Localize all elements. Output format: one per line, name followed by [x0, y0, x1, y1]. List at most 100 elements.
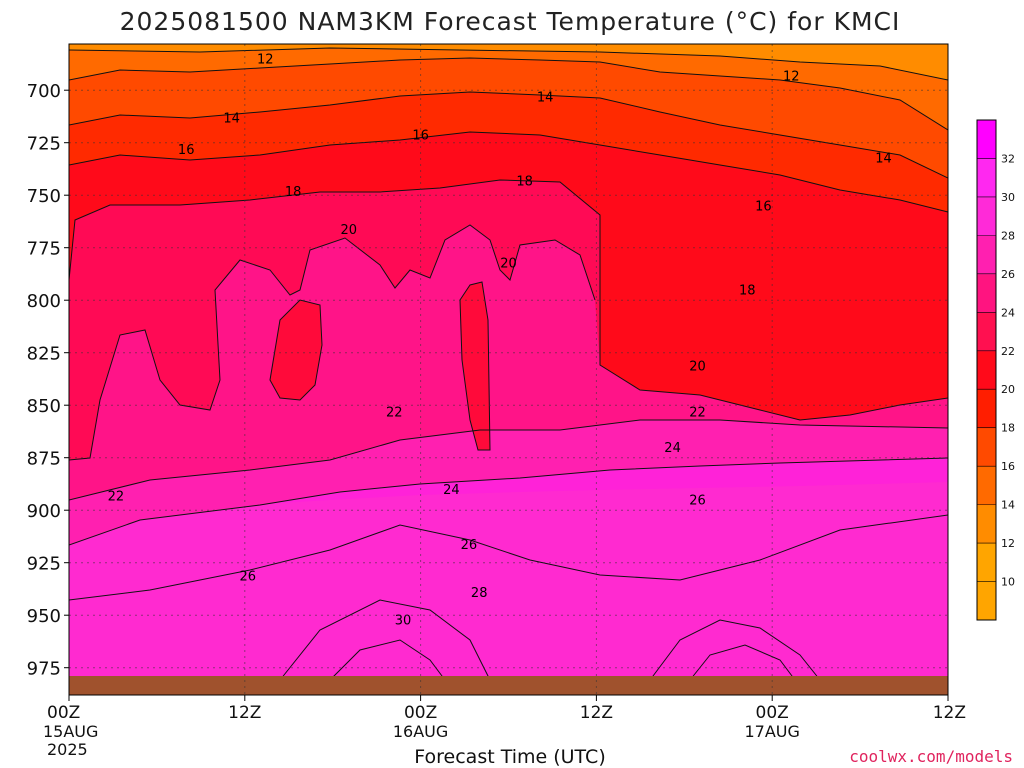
contour-label: 22 [689, 406, 706, 421]
y-tick-label: 975 [27, 659, 61, 680]
x-tick-label: 12Z [933, 703, 966, 723]
y-tick-label: 950 [27, 606, 61, 627]
contour-32b [689, 644, 796, 681]
y-tick-label: 725 [27, 134, 61, 155]
colorbar-tick-label: 32 [1001, 152, 1015, 165]
y-tick-label: 750 [27, 186, 61, 207]
x-date-label: 17AUG [744, 722, 799, 741]
y-tick-label: 875 [27, 449, 61, 470]
band-12-14 [69, 44, 948, 80]
colorbar-tick-label: 30 [1001, 191, 1015, 204]
contour-22-tongue [459, 281, 491, 451]
colorbar-segment [977, 312, 996, 352]
colorbar-segment [977, 273, 996, 313]
contour-18 [69, 131, 948, 213]
colorbar-tick-label: 14 [1001, 499, 1015, 512]
band-16-18 [69, 44, 948, 178]
contour-label: 24 [443, 483, 460, 498]
colorbar-tick-label: 12 [1001, 537, 1015, 550]
x-tick-label: 00Z [404, 703, 437, 723]
contour-lines [69, 47, 948, 681]
x-tick-label: 12Z [580, 703, 613, 723]
contour-16 [69, 91, 948, 179]
contour-label: 18 [285, 185, 302, 200]
contour-label: 14 [223, 112, 240, 127]
colorbar-segment [977, 389, 996, 429]
contour-20 [69, 179, 948, 421]
contour-label: 30 [395, 613, 412, 628]
colorbar-tick-label: 22 [1001, 345, 1015, 358]
colorbar-tick-label: 16 [1001, 460, 1015, 473]
contour-30b [649, 619, 821, 681]
ground-surface [69, 676, 948, 695]
contour-30 [279, 599, 491, 681]
x-year-label: 2025 [47, 740, 88, 759]
contour-label: 20 [689, 359, 706, 374]
x-date-label: 15AUG [43, 722, 98, 741]
y-tick-label: 850 [27, 396, 61, 417]
colorbar-segment [977, 196, 996, 236]
contour-label: 20 [341, 223, 358, 238]
colorbar-frame [976, 119, 997, 621]
contour-label: 18 [516, 175, 533, 190]
contour-14 [69, 57, 948, 131]
contour-label: 12 [783, 70, 800, 85]
contour-label: 20 [500, 256, 517, 271]
contour-label: 14 [537, 91, 554, 106]
y-tick-label: 925 [27, 554, 61, 575]
contour-label: 22 [386, 406, 403, 421]
colorbar-segment [977, 120, 996, 159]
colorbar-segment [977, 543, 996, 583]
contour-label: 26 [689, 494, 706, 509]
plot-frame [68, 43, 949, 696]
contour-label: 14 [875, 151, 892, 166]
x-tick-label: 12Z [228, 703, 261, 723]
colorbar-tick-label: 20 [1001, 383, 1015, 396]
y-tick-label: 700 [27, 81, 61, 102]
contour-label: 16 [755, 200, 772, 215]
x-tick-label: 00Z [756, 703, 789, 723]
contour-label: 16 [178, 143, 195, 158]
chart-title: 2025081500 NAM3KM Forecast Temperature (… [120, 7, 901, 36]
contour-label: 22 [108, 490, 125, 505]
band-cool-pocket-22 [270, 300, 322, 400]
contour-28 [69, 514, 948, 601]
colorbar-tick-label: 18 [1001, 422, 1015, 435]
colorbar-tick-label: 24 [1001, 306, 1015, 319]
credit-text: coolwx.com/models [849, 747, 1013, 766]
colorbar-segment [977, 581, 996, 621]
x-axis-label: Forecast Time (UTC) [414, 746, 605, 768]
contour-label: 26 [461, 538, 478, 553]
contour-label: 28 [471, 586, 488, 601]
colorbar-segment [977, 350, 996, 390]
y-tick-label: 800 [27, 291, 61, 312]
x-date-label: 16AUG [393, 722, 448, 741]
colorbar-tick-label: 10 [1001, 576, 1015, 589]
contour-32 [329, 639, 446, 681]
colorbar-tick-label: 28 [1001, 229, 1015, 242]
colorbar-tick-label: 26 [1001, 268, 1015, 281]
contour-26 [69, 457, 948, 546]
contour-label: 24 [664, 441, 681, 456]
colorbar-segment [977, 235, 996, 275]
band-28-30 [69, 482, 948, 695]
grid-layer [69, 44, 948, 695]
colorbar-segment [977, 466, 996, 506]
contour-24 [69, 419, 948, 501]
band-14-16 [69, 44, 948, 130]
contour-22 [69, 224, 596, 461]
colorbar-segment [977, 504, 996, 544]
contour-label: 26 [239, 569, 256, 584]
y-tick-label: 825 [27, 344, 61, 365]
contour-label: 18 [739, 284, 756, 299]
band-cool-pocket-22b [460, 282, 490, 450]
y-tick-label: 775 [27, 239, 61, 260]
colorbar-segment [977, 427, 996, 467]
contour-label: 12 [257, 53, 274, 68]
contour-12 [69, 47, 948, 81]
y-tick-label: 900 [27, 501, 61, 522]
